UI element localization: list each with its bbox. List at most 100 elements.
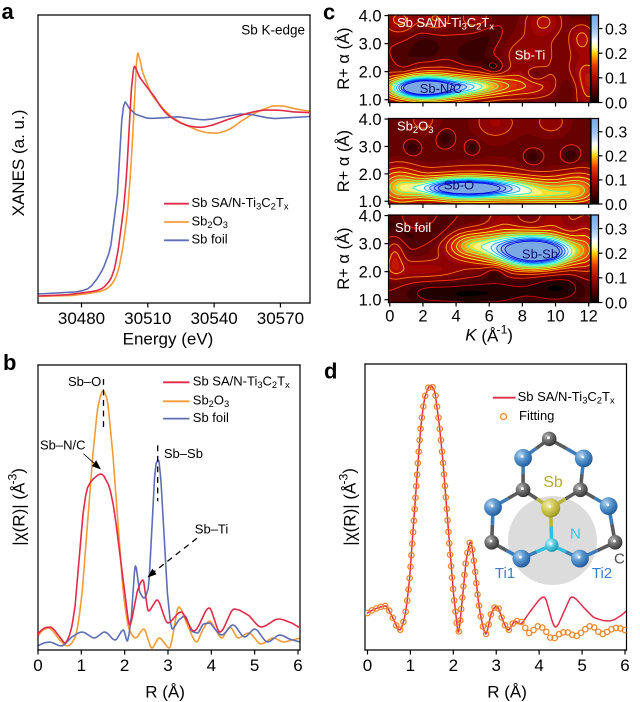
svg-text:4.0: 4.0	[359, 8, 382, 26]
svg-text:T: T	[481, 15, 489, 30]
svg-text:T: T	[602, 389, 610, 404]
svg-text:0.0: 0.0	[605, 197, 627, 214]
svg-text:C: C	[614, 551, 625, 568]
svg-text:2: 2	[272, 380, 277, 390]
svg-text:C: C	[263, 374, 272, 389]
svg-text:Sb–O: Sb–O	[68, 374, 101, 389]
svg-text:Fitting: Fitting	[519, 408, 554, 423]
svg-text:R+ α (Å): R+ α (Å)	[334, 227, 353, 289]
svg-text:30540: 30540	[190, 309, 237, 328]
svg-text:0.3: 0.3	[605, 221, 627, 238]
svg-text:4.0: 4.0	[359, 208, 382, 226]
svg-text:Sb SA/N-Ti: Sb SA/N-Ti	[518, 389, 583, 404]
svg-text:): )	[8, 468, 27, 474]
svg-text:Sb SA/N-Ti: Sb SA/N-Ti	[397, 15, 462, 30]
svg-text:6: 6	[620, 656, 629, 675]
svg-text:N: N	[570, 526, 581, 543]
svg-text:C: C	[261, 195, 270, 210]
svg-text:0.1: 0.1	[605, 71, 627, 88]
svg-text:2: 2	[271, 202, 276, 212]
svg-text:2: 2	[207, 220, 212, 230]
svg-text:): )	[507, 325, 513, 344]
svg-text:O: O	[213, 213, 223, 228]
svg-text:Sb: Sb	[397, 118, 413, 133]
svg-text:5: 5	[250, 656, 259, 675]
svg-text:2: 2	[418, 307, 427, 325]
svg-text:R (Å): R (Å)	[487, 683, 527, 702]
svg-text:R+ α (Å): R+ α (Å)	[334, 130, 353, 192]
svg-text:0.3: 0.3	[605, 21, 627, 38]
svg-text:1.0: 1.0	[359, 193, 382, 211]
svg-text:Sb-O: Sb-O	[444, 177, 474, 192]
svg-text:-3: -3	[337, 473, 351, 484]
svg-text:0.0: 0.0	[605, 295, 627, 312]
svg-text:4: 4	[534, 656, 543, 675]
svg-text:3.0: 3.0	[359, 236, 382, 254]
svg-text:30510: 30510	[124, 309, 171, 328]
svg-text:R+ α (Å): R+ α (Å)	[334, 27, 353, 89]
svg-text:2: 2	[597, 396, 602, 406]
svg-text:-1: -1	[497, 323, 508, 337]
svg-text:5: 5	[577, 656, 586, 675]
svg-text:2: 2	[449, 656, 458, 675]
svg-text:(Å: (Å	[477, 327, 499, 346]
svg-text:K: K	[465, 325, 477, 344]
svg-text:3: 3	[428, 125, 433, 135]
svg-text:b: b	[3, 350, 16, 375]
svg-text:3: 3	[163, 656, 172, 675]
svg-text:0.3: 0.3	[605, 125, 627, 142]
svg-text:0.1: 0.1	[605, 271, 627, 288]
svg-text:Sb: Sb	[543, 474, 563, 491]
svg-text:): )	[339, 468, 358, 474]
svg-text:Sb–Ti: Sb–Ti	[195, 521, 229, 536]
svg-text:O: O	[214, 393, 224, 408]
svg-text:Energy (eV): Energy (eV)	[123, 329, 214, 348]
svg-text:x: x	[489, 21, 494, 31]
svg-text:0: 0	[385, 307, 394, 325]
svg-text:0.0: 0.0	[605, 95, 627, 112]
svg-text:3: 3	[224, 399, 229, 409]
svg-text:Sb foil: Sb foil	[192, 232, 228, 247]
svg-text:2.0: 2.0	[359, 64, 382, 82]
svg-text:Sb SA/N-Ti: Sb SA/N-Ti	[193, 374, 258, 389]
svg-text:0: 0	[363, 656, 372, 675]
svg-text:30570: 30570	[257, 309, 304, 328]
svg-text:Ti1: Ti1	[495, 565, 515, 582]
svg-text:Sb: Sb	[193, 393, 209, 408]
svg-text:0.2: 0.2	[605, 46, 627, 63]
svg-text:C: C	[587, 389, 596, 404]
svg-text:3: 3	[462, 21, 467, 31]
svg-text:Sb SA/N-Ti: Sb SA/N-Ti	[192, 195, 257, 210]
svg-text:-3: -3	[6, 473, 20, 484]
svg-text:2.0: 2.0	[359, 264, 382, 282]
svg-text:30480: 30480	[58, 309, 105, 328]
svg-text:6: 6	[293, 656, 302, 675]
svg-text:XANES (a. u.): XANES (a. u.)	[9, 110, 28, 217]
svg-text:Sb foil: Sb foil	[193, 410, 229, 425]
svg-text:2: 2	[209, 399, 214, 409]
svg-text:Sb: Sb	[192, 213, 208, 228]
svg-text:3.0: 3.0	[359, 138, 382, 156]
svg-text:4: 4	[207, 656, 216, 675]
svg-text:Sb–Sb: Sb–Sb	[164, 446, 203, 461]
svg-text:|χ(R)| (Å: |χ(R)| (Å	[341, 482, 360, 546]
svg-text:R (Å): R (Å)	[145, 683, 185, 702]
svg-text:1: 1	[406, 656, 415, 675]
svg-text:2.0: 2.0	[359, 166, 382, 184]
svg-text:8: 8	[518, 307, 527, 325]
svg-text:x: x	[285, 380, 290, 390]
svg-text:a: a	[2, 0, 15, 24]
svg-text:Sb foil: Sb foil	[395, 220, 431, 235]
svg-text:3: 3	[256, 202, 261, 212]
svg-text:0: 0	[33, 656, 42, 675]
svg-text:1.0: 1.0	[359, 92, 382, 110]
svg-text:4.0: 4.0	[359, 111, 382, 129]
svg-text:T: T	[277, 374, 285, 389]
svg-text:O: O	[418, 118, 428, 133]
svg-text:0.1: 0.1	[605, 173, 627, 190]
svg-text:T: T	[276, 195, 284, 210]
svg-text:C: C	[467, 15, 476, 30]
svg-text:1: 1	[77, 656, 86, 675]
svg-text:2: 2	[120, 656, 129, 675]
svg-text:Ti2: Ti2	[592, 565, 612, 582]
